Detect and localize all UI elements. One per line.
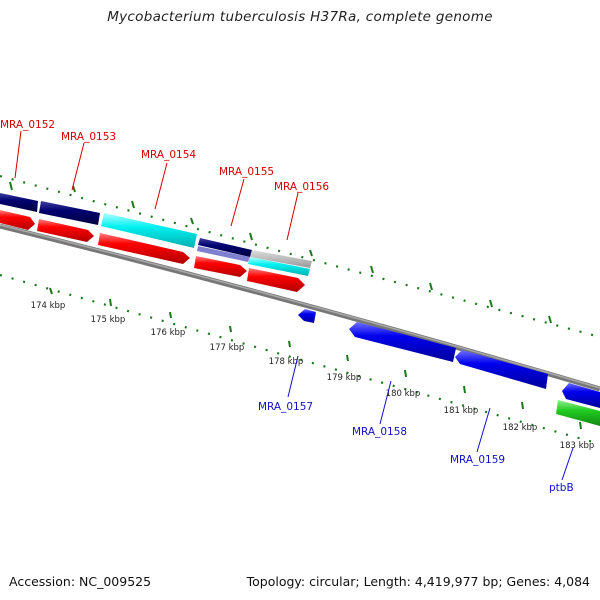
green-feature[interactable] (556, 400, 600, 426)
cds-mra-0157[interactable] (298, 309, 316, 323)
cds-ptbb[interactable] (562, 383, 600, 408)
navy-feature-2[interactable] (39, 201, 100, 225)
gene-label-mra-0154[interactable]: MRA_0154 (141, 149, 196, 161)
leader-line (379, 380, 392, 425)
inner-tick-ring (0, 273, 600, 446)
gene-label-mra-0156[interactable]: MRA_0156 (274, 181, 329, 193)
cds-mra-0156[interactable] (247, 268, 305, 292)
forward-gene-labels: MRA_0152 MRA_0153 MRA_0154 MRA_0155 MRA_… (0, 119, 329, 241)
leader-line (561, 447, 574, 481)
scale-label: 180 kbp (386, 389, 421, 399)
navy-feature-3[interactable] (198, 238, 252, 257)
forward-feature-row (0, 193, 312, 276)
forward-cds-row (0, 210, 305, 292)
cds-mra-0152[interactable] (0, 210, 35, 230)
leader-line (154, 162, 168, 210)
reverse-cds-row (298, 309, 600, 426)
cyan-feature-1[interactable] (101, 213, 197, 248)
scale-label: 176 kbp (151, 328, 186, 338)
gene-label-mra-0157[interactable]: MRA_0157 (258, 401, 313, 413)
scale-label: 183 kbp (560, 441, 595, 451)
gene-label-mra-0158[interactable]: MRA_0158 (352, 426, 407, 438)
gene-label-mra-0152[interactable]: MRA_0152 (0, 119, 55, 131)
leader-line (14, 130, 22, 179)
scale-label: 175 kbp (91, 315, 126, 325)
cyan-feature-2[interactable] (248, 257, 310, 276)
cds-mra-0155[interactable] (194, 256, 247, 277)
scale-label: 181 kbp (444, 406, 479, 416)
leader-line (71, 142, 85, 191)
reverse-gene-labels: MRA_0157 MRA_0158 MRA_0159 ptbB (258, 355, 574, 494)
genome-backbone (0, 223, 600, 392)
cds-mra-0158[interactable] (349, 322, 456, 362)
cds-mra-0154[interactable] (98, 233, 190, 264)
outer-tick-ring (0, 174, 600, 339)
leader-line (230, 178, 245, 227)
scale-label: 179 kbp (327, 373, 362, 383)
gene-label-mra-0153[interactable]: MRA_0153 (61, 131, 116, 143)
grey-feature-1[interactable] (250, 250, 312, 268)
scale-labels: 174 kbp 175 kbp 176 kbp 177 kbp 178 kbp … (31, 301, 595, 451)
scale-label: 177 kbp (210, 343, 245, 353)
navy-feature-1[interactable] (0, 193, 38, 212)
gene-label-ptbb[interactable]: ptbB (549, 482, 574, 494)
cds-mra-0153[interactable] (37, 219, 94, 242)
scale-label: 178 kbp (269, 357, 304, 367)
gene-label-mra-0155[interactable]: MRA_0155 (219, 166, 274, 178)
scale-label: 174 kbp (31, 301, 66, 311)
accession-text: Accession: NC_009525 (9, 574, 152, 589)
leader-line (476, 407, 491, 453)
lavender-feature-1[interactable] (197, 246, 250, 262)
scale-label: 182 kbp (503, 423, 538, 433)
leader-line (286, 192, 299, 241)
cds-mra-0159[interactable] (455, 350, 548, 389)
leader-line (287, 355, 299, 398)
genome-summary-text: Topology: circular; Length: 4,419,977 bp… (246, 574, 590, 589)
gene-label-mra-0159[interactable]: MRA_0159 (450, 454, 505, 466)
map-title: Mycobacterium tuberculosis H37Ra, comple… (107, 9, 493, 25)
